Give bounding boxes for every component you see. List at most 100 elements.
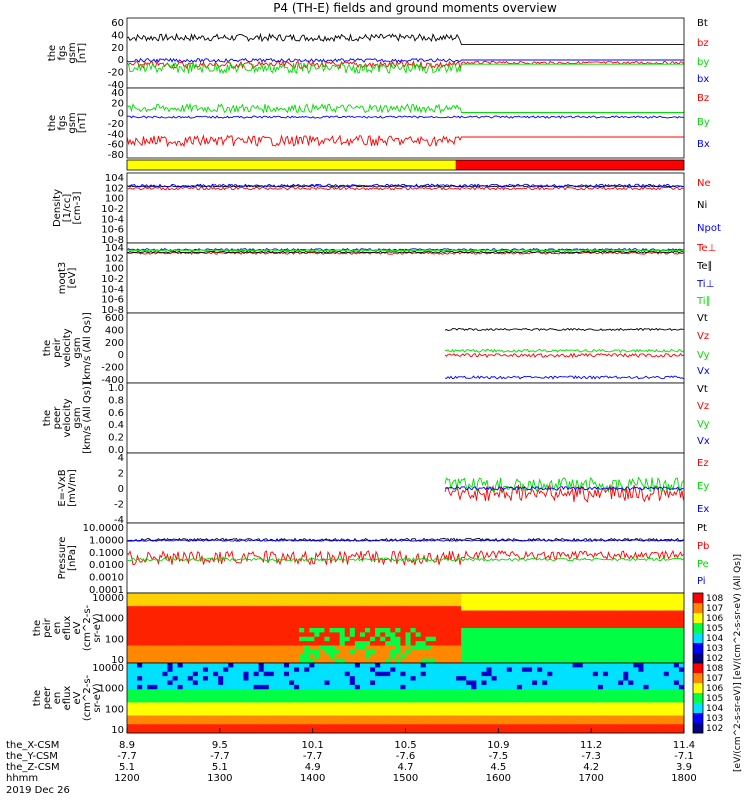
heatmap-cell [172, 597, 179, 603]
heatmap-cell [461, 614, 467, 620]
heatmap-cell [273, 632, 280, 638]
heatmap-cell [339, 706, 346, 712]
heatmap-cell [678, 715, 685, 721]
series-line-Vt [444, 327, 684, 332]
heatmap-cell [420, 614, 427, 620]
ylabel-line: gsm [67, 42, 78, 63]
heatmap-cell [430, 698, 437, 703]
heatmap-cell [481, 671, 487, 677]
heatmap-cell [658, 719, 665, 725]
heatmap-cell [678, 693, 685, 699]
heatmap-cell [582, 728, 589, 734]
heatmap-cell [663, 658, 670, 664]
heatmap-cell [476, 684, 482, 690]
heatmap-cell [628, 698, 634, 703]
heatmap-cell [668, 684, 675, 690]
heatmap-cell [643, 654, 649, 660]
heatmap-cell [157, 641, 163, 646]
heatmap-cell [420, 693, 427, 699]
heatmap-cell [248, 623, 254, 629]
heatmap-cell [638, 706, 644, 712]
heatmap-cell [223, 689, 229, 695]
heatmap-cell [370, 649, 376, 655]
heatmap-cell [157, 610, 163, 616]
heatmap-cell [486, 619, 492, 625]
heatmap-cell [446, 702, 452, 708]
heatmap-cell [668, 680, 675, 686]
heatmap-cell [202, 711, 209, 716]
ylabel-line: gsm [67, 112, 78, 133]
heatmap-cell [638, 628, 644, 633]
heatmap-cell [157, 597, 163, 603]
heatmap-cell [329, 680, 336, 686]
heatmap-cell [329, 614, 336, 620]
heatmap-cell [678, 706, 685, 712]
colorbar-segment [693, 673, 703, 684]
heatmap-cell [633, 698, 639, 703]
heatmap-cell [258, 658, 265, 664]
heatmap-cell [562, 623, 568, 629]
heatmap-cell [167, 636, 173, 642]
heatmap-cell [344, 654, 351, 660]
heatmap-cell [167, 706, 173, 712]
heatmap-cell [552, 645, 558, 651]
heatmap-cell [228, 623, 234, 629]
heatmap-cell [557, 719, 563, 725]
heatmap-cell [339, 728, 346, 734]
heatmap-cell [592, 711, 599, 716]
heatmap-cell [385, 636, 391, 642]
heatmap-cell [648, 619, 655, 625]
heatmap-cell [415, 658, 422, 664]
heatmap-cell [370, 676, 376, 681]
heatmap-cell [496, 636, 503, 642]
heatmap-cell [283, 649, 290, 655]
heatmap-cell [608, 593, 614, 598]
heatmap-cell [451, 684, 457, 690]
heatmap-cell [395, 671, 401, 677]
heatmap-cell [420, 702, 427, 708]
heatmap-cell [263, 606, 270, 611]
heatmap-cell [633, 689, 639, 695]
heatmap-cell [263, 680, 270, 686]
heatmap-cell [476, 702, 482, 708]
heatmap-cell [597, 706, 604, 712]
ytick-label: 40 [111, 30, 124, 41]
heatmap-cell [192, 641, 199, 646]
heatmap-cell [440, 671, 447, 677]
heatmap-cell [668, 719, 675, 725]
heatmap-cell [678, 623, 685, 629]
ytick-label: 20 [111, 98, 124, 109]
heatmap-cell [415, 645, 422, 651]
heatmap-cell [501, 601, 508, 607]
heatmap-cell [273, 649, 280, 655]
heatmap-cell [552, 619, 558, 625]
heatmap-cell [451, 680, 457, 686]
heatmap-cell [491, 680, 498, 686]
heatmap-cell [597, 684, 604, 690]
heatmap-cell [435, 606, 442, 611]
heatmap-cell [400, 619, 406, 625]
heatmap-cell [491, 632, 498, 638]
heatmap-cell [187, 676, 194, 681]
heatmap-cell [435, 632, 442, 638]
colorbar-segment [693, 663, 703, 674]
heatmap-cell [542, 671, 548, 677]
heatmap-cell [167, 711, 173, 716]
heatmap-cell [557, 601, 563, 607]
heatmap-cell [592, 619, 599, 625]
heatmap-cell [476, 706, 482, 712]
heatmap-cell [304, 719, 310, 725]
heatmap-cell [380, 606, 386, 611]
heatmap-cell [157, 711, 163, 716]
ytick-label: 0.0010 [89, 573, 124, 584]
heatmap-cell [228, 667, 234, 673]
heatmap-cell [370, 711, 376, 716]
heatmap-cell [415, 689, 422, 695]
heatmap-cell [223, 597, 229, 603]
xtick-label: 9.5 [212, 740, 228, 751]
xaxis-row-label: the_Y-CSM [6, 751, 58, 762]
heatmap-cell [506, 684, 513, 690]
heatmap-cell [344, 702, 351, 708]
ytick-label: 10-2 [101, 274, 124, 285]
